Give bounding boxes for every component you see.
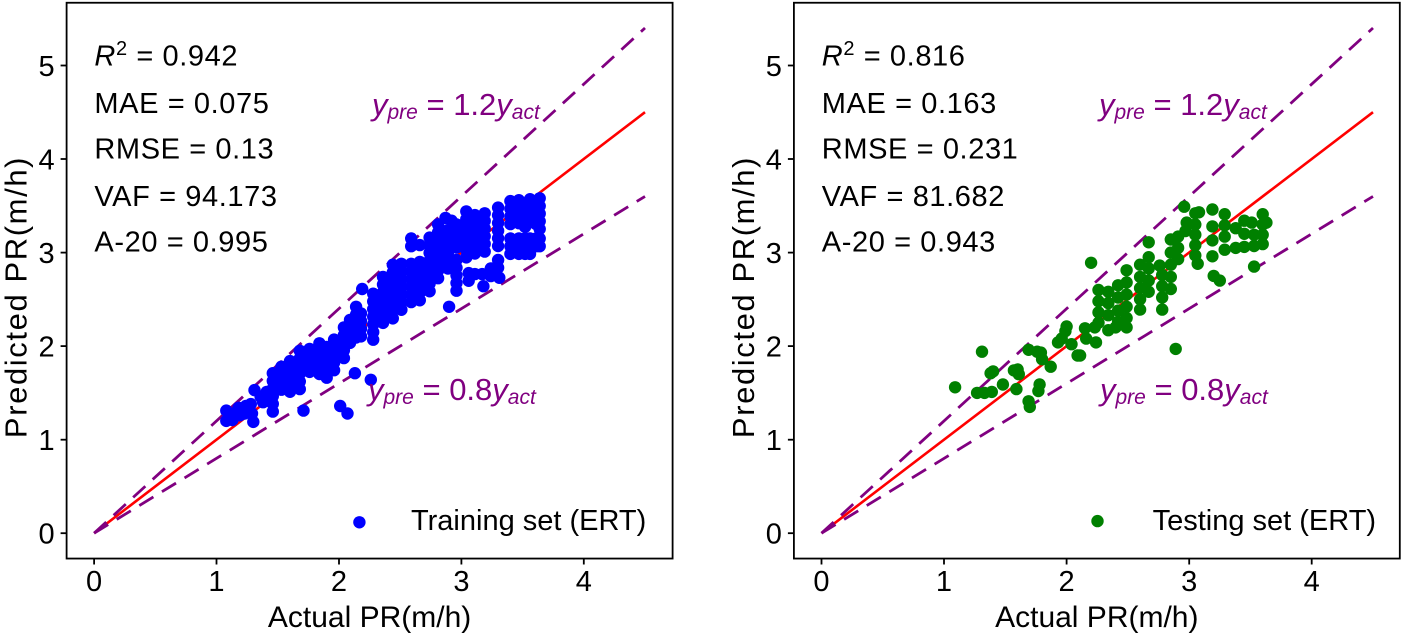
svg-text:4: 4 (766, 145, 782, 177)
svg-text:1: 1 (38, 425, 54, 457)
svg-text:3: 3 (38, 238, 54, 270)
svg-text:ypre = 1.2yact: ypre = 1.2yact (1097, 87, 1268, 124)
svg-text:3: 3 (453, 566, 469, 598)
svg-text:ypre = 0.8yact: ypre = 0.8yact (366, 372, 537, 409)
svg-text:1: 1 (936, 566, 952, 598)
svg-text:Actual PR(m/h): Actual PR(m/h) (268, 601, 471, 633)
svg-text:R2 = 0.816: R2 = 0.816 (822, 38, 966, 73)
svg-text:Predicted PR(m/h): Predicted PR(m/h) (726, 156, 761, 438)
svg-text:5: 5 (38, 51, 54, 83)
svg-text:0: 0 (813, 566, 829, 598)
svg-text:2: 2 (38, 332, 54, 364)
svg-text:0: 0 (766, 519, 782, 551)
svg-text:ypre = 0.8yact: ypre = 0.8yact (1098, 372, 1269, 409)
svg-text:4: 4 (1304, 566, 1320, 598)
svg-text:3: 3 (766, 238, 782, 270)
svg-text:Testing set (ERT): Testing set (ERT) (1153, 505, 1376, 537)
svg-text:A-20 = 0.943: A-20 = 0.943 (822, 226, 996, 258)
svg-text:2: 2 (331, 566, 347, 598)
svg-text:2: 2 (766, 332, 782, 364)
svg-text:ypre = 1.2yact: ypre = 1.2yact (370, 87, 541, 124)
svg-text:4: 4 (576, 566, 592, 598)
svg-text:1: 1 (766, 425, 782, 457)
svg-text:1: 1 (208, 566, 224, 598)
svg-text:MAE = 0.075: MAE = 0.075 (94, 88, 269, 120)
svg-text:5: 5 (766, 51, 782, 83)
svg-text:R2 = 0.942: R2 = 0.942 (94, 38, 238, 73)
svg-text:2: 2 (1059, 566, 1075, 598)
svg-text:VAF = 81.682: VAF = 81.682 (822, 181, 1005, 213)
svg-text:Training set (ERT): Training set (ERT) (411, 505, 646, 537)
svg-text:VAF = 94.173: VAF = 94.173 (94, 181, 277, 213)
svg-text:MAE = 0.163: MAE = 0.163 (822, 88, 997, 120)
svg-text:A-20 = 0.995: A-20 = 0.995 (94, 226, 268, 258)
svg-text:4: 4 (38, 145, 54, 177)
svg-text:RMSE = 0.13: RMSE = 0.13 (94, 133, 274, 165)
svg-text:Predicted PR(m/h): Predicted PR(m/h) (0, 156, 34, 438)
svg-text:0: 0 (38, 519, 54, 551)
svg-text:RMSE = 0.231: RMSE = 0.231 (822, 133, 1019, 165)
svg-text:3: 3 (1181, 566, 1197, 598)
svg-text:0: 0 (86, 566, 102, 598)
svg-text:Actual PR(m/h): Actual PR(m/h) (995, 601, 1198, 633)
